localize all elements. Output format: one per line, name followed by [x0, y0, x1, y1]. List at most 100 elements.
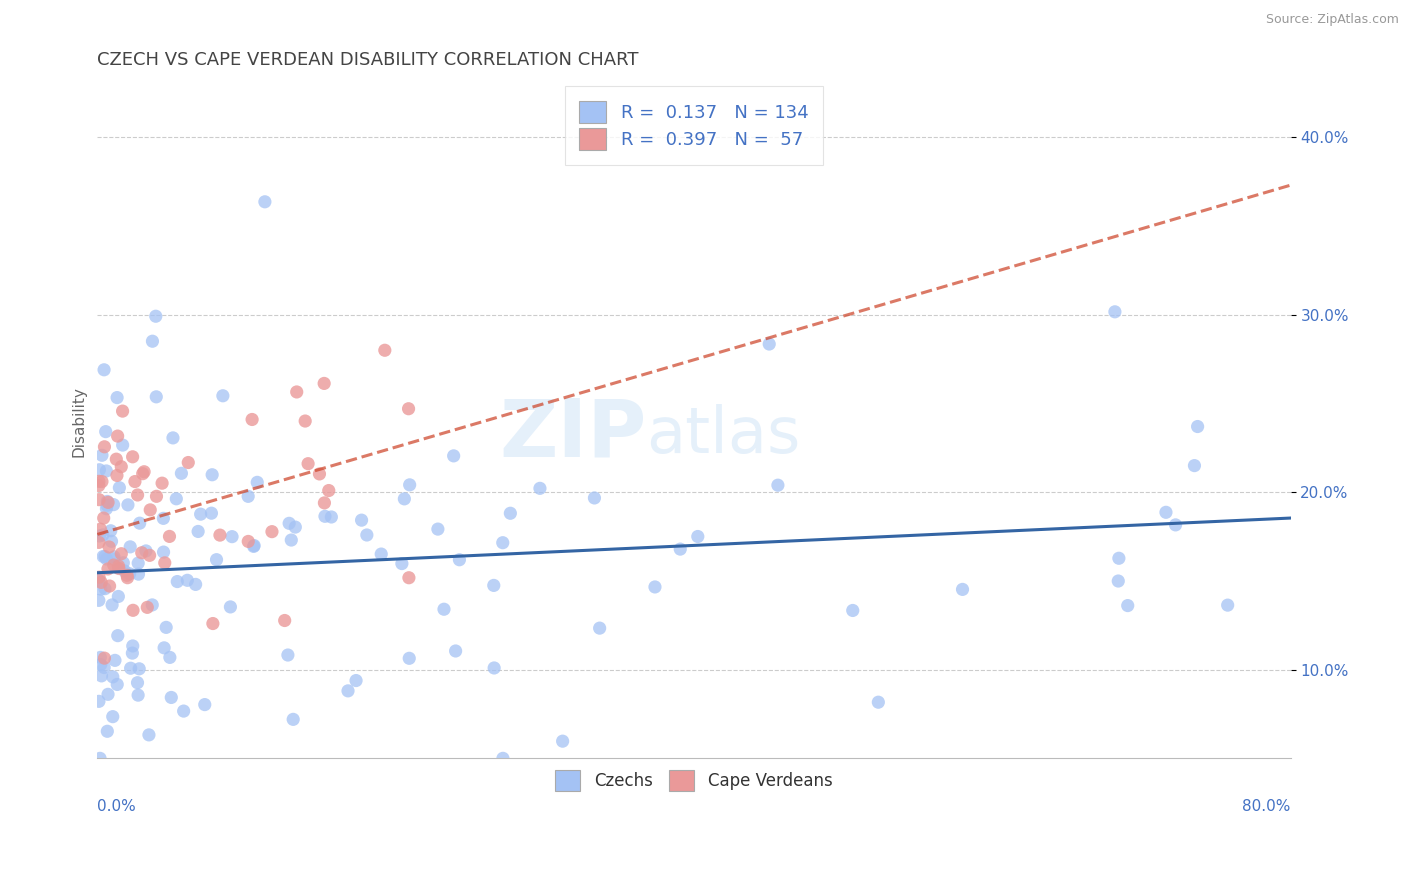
Point: [87, 570, 110, 584]
Point: [93, 440, 115, 454]
Point: [583, 491, 606, 505]
Point: [398, 401, 420, 416]
Point: [205, 552, 228, 566]
Point: [97, 562, 120, 576]
Point: [103, 498, 125, 512]
Point: [153, 640, 176, 655]
Point: [398, 571, 420, 585]
Point: [105, 468, 128, 483]
Point: [588, 621, 610, 635]
Point: [294, 414, 316, 428]
Legend: Czechs, Cape Verdeans: Czechs, Cape Verdeans: [548, 764, 839, 797]
Point: [128, 662, 150, 676]
Point: [93, 651, 115, 665]
Point: [551, 734, 574, 748]
Point: [121, 646, 143, 660]
Point: [145, 489, 167, 503]
Point: [139, 503, 162, 517]
Point: [492, 751, 515, 765]
Point: [194, 698, 217, 712]
Point: [110, 547, 132, 561]
Point: [165, 491, 187, 506]
Point: [297, 457, 319, 471]
Point: [108, 561, 131, 575]
Point: [107, 429, 129, 443]
Point: [136, 600, 159, 615]
Point: [145, 310, 167, 324]
Point: [90, 669, 112, 683]
Point: [374, 343, 396, 358]
Point: [96, 498, 118, 512]
Point: [173, 704, 195, 718]
Point: [94, 549, 117, 564]
Point: [344, 673, 367, 688]
Point: [150, 476, 173, 491]
Point: [868, 695, 890, 709]
Point: [337, 684, 360, 698]
Point: [93, 511, 115, 525]
Point: [499, 506, 522, 520]
Point: [766, 478, 789, 492]
Point: [90, 575, 112, 590]
Point: [89, 650, 111, 665]
Point: [97, 687, 120, 701]
Point: [105, 452, 128, 467]
Point: [91, 448, 114, 462]
Point: [87, 492, 110, 507]
Point: [314, 509, 336, 524]
Point: [100, 534, 122, 549]
Point: [444, 644, 467, 658]
Point: [117, 498, 139, 512]
Point: [308, 467, 330, 481]
Point: [90, 657, 112, 672]
Point: [1108, 551, 1130, 566]
Point: [669, 542, 692, 557]
Point: [91, 528, 114, 542]
Point: [93, 363, 115, 377]
Point: [159, 650, 181, 665]
Point: [105, 677, 128, 691]
Point: [96, 464, 118, 478]
Point: [121, 450, 143, 464]
Point: [253, 194, 276, 209]
Point: [128, 516, 150, 531]
Point: [87, 593, 110, 607]
Point: [87, 475, 110, 489]
Point: [94, 582, 117, 596]
Point: [177, 456, 200, 470]
Point: [240, 412, 263, 426]
Point: [90, 582, 112, 596]
Point: [96, 501, 118, 516]
Point: [122, 603, 145, 617]
Point: [482, 578, 505, 592]
Point: [107, 559, 129, 574]
Point: [127, 675, 149, 690]
Point: [260, 524, 283, 539]
Point: [155, 620, 177, 634]
Point: [98, 579, 121, 593]
Point: [278, 516, 301, 531]
Point: [131, 467, 153, 481]
Point: [96, 552, 118, 566]
Point: [200, 506, 222, 520]
Point: [280, 533, 302, 547]
Point: [97, 495, 120, 509]
Point: [238, 489, 260, 503]
Point: [103, 549, 125, 564]
Point: [285, 384, 308, 399]
Point: [131, 546, 153, 560]
Point: [127, 688, 149, 702]
Point: [121, 639, 143, 653]
Point: [1154, 505, 1177, 519]
Point: [166, 574, 188, 589]
Point: [221, 530, 243, 544]
Point: [391, 557, 413, 571]
Point: [952, 582, 974, 597]
Point: [758, 337, 780, 351]
Point: [370, 547, 392, 561]
Point: [318, 483, 340, 498]
Point: [492, 535, 515, 549]
Point: [87, 535, 110, 549]
Point: [160, 690, 183, 705]
Point: [398, 478, 420, 492]
